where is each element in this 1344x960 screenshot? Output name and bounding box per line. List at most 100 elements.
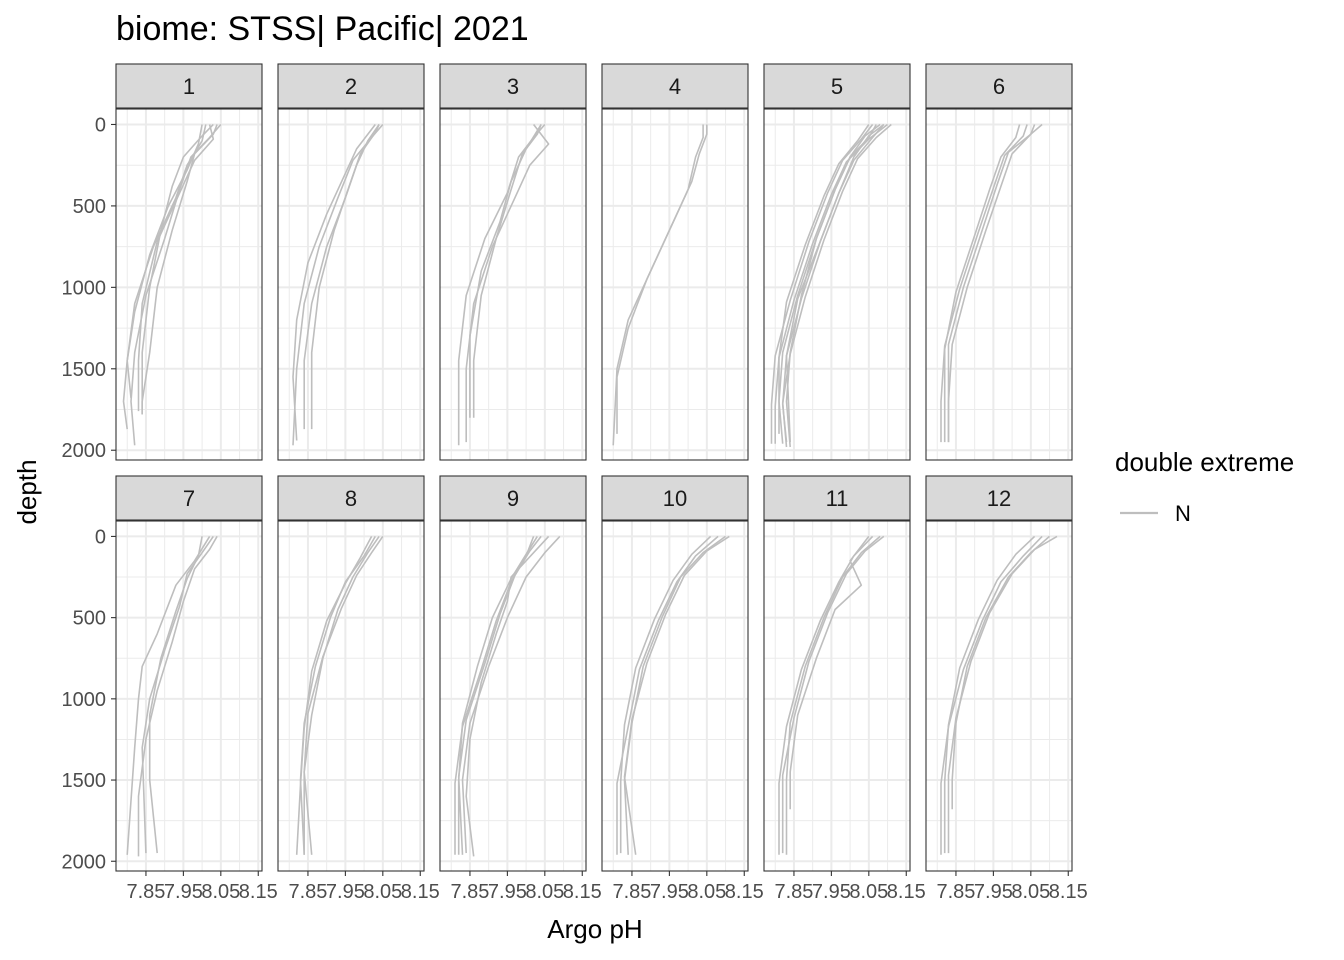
facet-strip (601, 63, 749, 109)
x-tick-label: 8.05 (687, 881, 726, 903)
x-tick-label: 7.85 (936, 881, 975, 903)
profile-line (616, 535, 719, 855)
panel-border (277, 520, 425, 872)
profile-line (940, 535, 1043, 855)
facet-strip-label: 6 (993, 74, 1005, 99)
facet-strip-label: 8 (345, 486, 357, 511)
profile-line (292, 124, 376, 441)
facet-strip (439, 475, 587, 521)
profile-line (947, 535, 1058, 854)
facet-strip (439, 63, 587, 109)
profile-line (940, 124, 1028, 443)
y-tick-label: 0 (95, 526, 106, 548)
facet-3: 3 (439, 63, 587, 461)
facet-strip-label: 10 (663, 486, 687, 511)
profile-line (785, 123, 885, 443)
profile-line (943, 535, 1036, 854)
panel-border (763, 108, 911, 461)
profile-line (295, 536, 373, 855)
facet-strip (763, 475, 911, 521)
chart-title: biome: STSS| Pacific| 2021 (116, 10, 529, 48)
facet-strip (925, 63, 1073, 109)
panel-background (926, 109, 1072, 460)
x-tick-label: 8.05 (525, 881, 564, 903)
x-tick-label: 7.95 (974, 881, 1013, 903)
profile-line (126, 124, 203, 399)
panel-border (601, 108, 749, 461)
panel-background (602, 521, 748, 871)
x-tick-label: 7.85 (612, 881, 651, 903)
panel-border (115, 520, 263, 872)
facet-9: 9 7.857.958.058.15 (439, 475, 602, 903)
facet-6: 6 (925, 63, 1073, 461)
y-axis-title: depth (12, 459, 42, 524)
y-tick-label: 2000 (62, 440, 107, 462)
profile-line (137, 124, 215, 412)
x-tick-label: 7.85 (774, 881, 813, 903)
legend-title: double extreme (1115, 447, 1294, 477)
profile-line (148, 536, 203, 854)
profile-line (303, 535, 384, 855)
x-tick-label: 7.95 (488, 881, 527, 903)
profile-line (781, 535, 885, 854)
x-tick-label: 7.85 (288, 881, 327, 903)
x-tick-label: 7.85 (450, 881, 489, 903)
panel-background (440, 109, 586, 460)
profile-line (126, 535, 211, 855)
facet-strip-label: 11 (826, 486, 849, 511)
profile-line (616, 124, 708, 434)
x-tick-label: 8.05 (201, 881, 240, 903)
panel-border (763, 520, 911, 872)
panel-background (116, 521, 262, 871)
y-tick-label: 1500 (62, 359, 107, 381)
panel-border (439, 520, 587, 872)
facet-strip (925, 475, 1073, 521)
x-tick-label: 8.15 (401, 881, 440, 903)
profile-line (469, 124, 542, 418)
profile-line (472, 124, 542, 418)
profile-line (130, 123, 222, 446)
x-tick-label: 7.95 (650, 881, 689, 903)
profile-line (789, 535, 870, 810)
x-tick-label: 7.95 (164, 881, 203, 903)
profile-line (141, 535, 214, 854)
panel-background (926, 521, 1072, 871)
profile-line (781, 123, 892, 448)
panel-border (277, 108, 425, 461)
facet-strip (277, 63, 425, 109)
x-tick-label: 7.85 (126, 881, 165, 903)
facet-strip-label: 5 (831, 74, 843, 99)
panel-background (602, 109, 748, 460)
facet-strip-label: 4 (669, 74, 681, 99)
y-tick-label: 500 (73, 196, 106, 218)
facet-5: 5 (763, 63, 911, 461)
facet-strip-label: 12 (987, 486, 1011, 511)
profile-line (785, 535, 881, 855)
facet-strip (115, 475, 263, 521)
x-tick-label: 7.95 (812, 881, 851, 903)
panel-border (439, 108, 587, 461)
y-tick-label: 0 (95, 114, 106, 136)
x-axis-title: Argo pH (547, 914, 642, 944)
x-tick-label: 8.05 (1011, 881, 1050, 903)
panel-background (764, 521, 910, 871)
profile-line (461, 535, 561, 854)
facet-7: 7 0 500 1000 1500 2000 7.857.958.058.15 (62, 475, 278, 903)
facet-10: 10 7.857.958.058.15 (601, 475, 764, 903)
x-tick-label: 8.05 (363, 881, 402, 903)
x-tick-label: 7.95 (326, 881, 365, 903)
panel-background (278, 109, 424, 460)
profile-line (623, 535, 730, 855)
panel-background (764, 109, 910, 460)
profile-line (137, 536, 218, 857)
facet-8: 8 7.857.958.058.15 (277, 475, 440, 903)
y-tick-label: 500 (73, 608, 106, 630)
panel-border (601, 520, 749, 872)
legend: double extreme N (1115, 447, 1294, 526)
profile-line (770, 124, 874, 444)
profile-line (457, 535, 538, 855)
x-tick-label: 8.05 (849, 881, 888, 903)
y-tick-label: 2000 (62, 851, 107, 873)
